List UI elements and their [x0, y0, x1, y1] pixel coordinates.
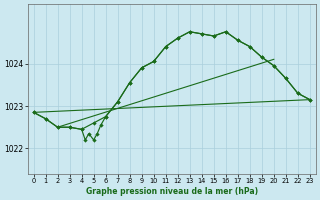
X-axis label: Graphe pression niveau de la mer (hPa): Graphe pression niveau de la mer (hPa)	[86, 187, 258, 196]
